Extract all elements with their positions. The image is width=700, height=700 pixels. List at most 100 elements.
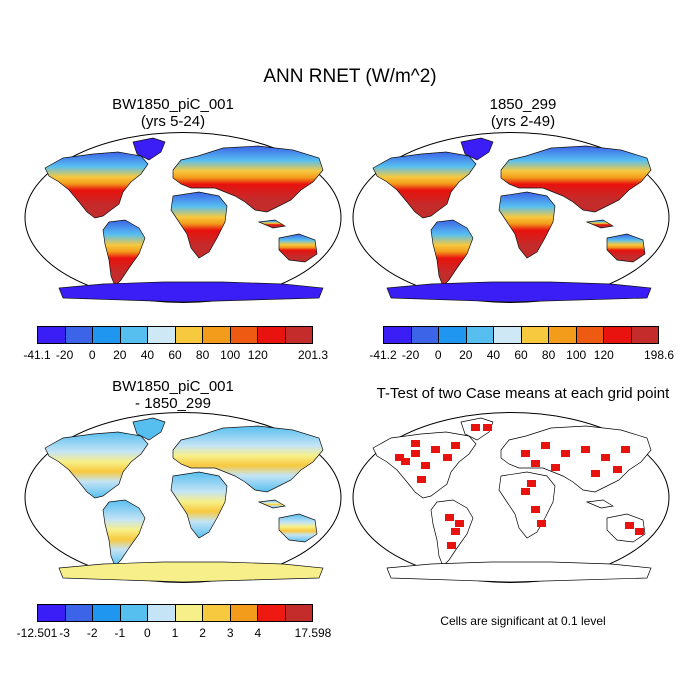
significant-cell xyxy=(417,476,426,483)
colorbar-tick-label: 120 xyxy=(593,348,614,362)
colorbar-difference xyxy=(37,604,313,622)
significant-cell xyxy=(401,458,410,465)
significant-cell xyxy=(395,454,404,461)
continent-australia xyxy=(606,233,646,263)
colorbar-tick-label: 3 xyxy=(226,626,234,640)
significant-cell xyxy=(561,450,570,457)
colorbar-tick-label: 2 xyxy=(199,626,206,640)
significant-cell xyxy=(591,470,600,477)
significant-cell xyxy=(411,440,420,447)
colorbar-swatch xyxy=(285,327,312,343)
continent-eurasia xyxy=(500,425,652,493)
colorbar-tick-label: -20 xyxy=(401,348,420,362)
colorbar-tick-label: -41.2 xyxy=(369,348,397,362)
significant-cell xyxy=(455,520,464,527)
colorbar-tick-label: 100 xyxy=(566,348,587,362)
colorbar-swatch xyxy=(521,327,549,343)
colorbar-tick-label: 120 xyxy=(247,348,268,362)
continent-australia xyxy=(278,513,318,543)
significance-note: Cells are significant at 0.1 level xyxy=(440,614,606,628)
map-panel-difference xyxy=(24,412,342,583)
colorbar-tick-label: 1 xyxy=(171,626,179,640)
colorbar-swatch xyxy=(439,327,467,343)
figure-title: ANN RNET (W/m^2) xyxy=(263,66,437,87)
colorbar-swatch xyxy=(494,327,522,343)
continent-greenland xyxy=(132,137,166,161)
colorbar-swatch xyxy=(38,605,66,621)
continent-eurasia xyxy=(172,425,324,493)
colorbar-swatch xyxy=(65,605,93,621)
continent-greenland xyxy=(132,417,166,441)
colorbar-tick-label: -1 xyxy=(114,626,126,640)
significant-cell xyxy=(447,542,456,549)
continent-antarctica xyxy=(386,561,652,583)
panel-title-top-right: 1850_299 (yrs 2-49) xyxy=(373,96,673,130)
colorbar-swatch xyxy=(604,327,632,343)
colorbar-tick-label: 20 xyxy=(459,348,473,362)
colorbar-tick-label: 0 xyxy=(88,348,96,362)
colorbar-swatch xyxy=(285,605,312,621)
colorbar-swatch xyxy=(230,327,258,343)
colorbar-tick-label: 4 xyxy=(254,626,262,640)
colorbar-tick-label: -2 xyxy=(86,626,98,640)
significant-cell xyxy=(445,514,454,521)
continent-australia xyxy=(278,233,318,263)
colorbar-swatch xyxy=(411,327,439,343)
panel-title-line2: (yrs 2-49) xyxy=(490,113,556,130)
significant-cell xyxy=(451,442,460,449)
colorbar-tick-label: -3 xyxy=(59,626,70,640)
panel-title-line1: 1850_299 xyxy=(489,96,557,113)
significant-cell xyxy=(443,454,452,461)
colorbar-swatch xyxy=(203,605,231,621)
continent-antarctica xyxy=(58,281,324,303)
significant-cell xyxy=(613,466,622,473)
continent-antarctica xyxy=(386,281,652,303)
colorbar-tick-label: -20 xyxy=(55,348,74,362)
significant-cell xyxy=(483,424,492,431)
colorbar-tick-label: 0 xyxy=(144,626,151,640)
continent-antarctica xyxy=(58,561,324,583)
colorbar-tick-label: -12.501 xyxy=(16,626,58,640)
colorbar-tick-label: 80 xyxy=(541,348,556,362)
continent-eurasia xyxy=(172,145,324,213)
continent-eurasia xyxy=(500,145,652,213)
significant-cell xyxy=(521,488,530,495)
significant-cell xyxy=(531,460,540,467)
colorbar-swatch xyxy=(631,327,658,343)
significant-cell xyxy=(527,480,536,487)
significant-cell xyxy=(521,450,530,457)
colorbar-tick-label: 60 xyxy=(514,348,528,362)
map-panel-ttest xyxy=(352,412,670,583)
colorbar-swatch xyxy=(148,327,176,343)
colorbar-swatch xyxy=(230,605,258,621)
continent-namerica xyxy=(44,151,149,219)
colorbar-tick-label: 17.598 xyxy=(294,626,332,640)
colorbar-tick-label: 20 xyxy=(113,348,127,362)
continent-indonesia xyxy=(585,219,614,229)
continent-africa xyxy=(498,191,556,259)
continent-indonesia xyxy=(257,219,286,229)
colorbar-swatch xyxy=(549,327,577,343)
colorbar-tick-label: 60 xyxy=(168,348,182,362)
continent-africa xyxy=(170,471,228,539)
panel-title-bottom-right: T-Test of two Case means at each grid po… xyxy=(376,385,670,402)
significant-cell xyxy=(411,450,420,457)
colorbar-swatch xyxy=(93,327,121,343)
continent-samerica xyxy=(102,499,146,567)
colorbar-top-left xyxy=(37,326,313,344)
significant-cell xyxy=(531,506,540,513)
map-panel-top-right xyxy=(352,132,670,303)
colorbar-swatch xyxy=(258,327,286,343)
significant-cell xyxy=(625,522,634,529)
colorbar-swatch xyxy=(203,327,231,343)
colorbar-tick-label: 0 xyxy=(434,348,442,362)
continent-indonesia xyxy=(257,499,286,509)
colorbar-swatch xyxy=(120,605,148,621)
significant-cell xyxy=(451,528,460,535)
colorbar-tick-label: 198.6 xyxy=(643,348,675,362)
significant-cell xyxy=(621,446,630,453)
colorbar-swatch xyxy=(258,605,286,621)
colorbar-swatch xyxy=(466,327,494,343)
panel-title-line2: - 1850_299 xyxy=(135,395,211,412)
panel-title-top-left: BW1850_piC_001 (yrs 5-24) xyxy=(23,96,323,130)
